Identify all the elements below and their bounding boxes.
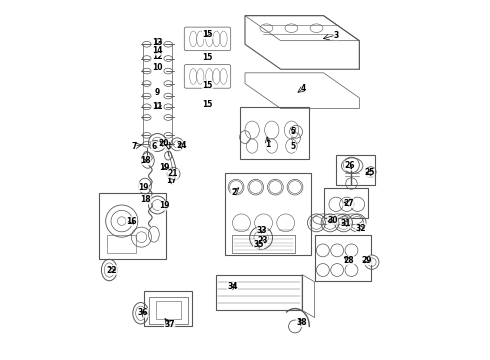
Bar [240,107,309,158]
Text: 21: 21 [168,170,178,179]
Text: 2: 2 [231,188,236,197]
Text: 19: 19 [138,183,148,192]
Text: 4: 4 [300,84,305,93]
Text: 9: 9 [155,88,160,97]
Text: 28: 28 [343,256,354,265]
Bar [336,155,375,185]
Text: 19: 19 [159,201,170,210]
Text: 16: 16 [126,217,137,226]
Text: 7: 7 [132,141,137,150]
Bar [107,235,136,253]
Bar [323,188,368,217]
Text: 35: 35 [253,240,264,249]
Text: 14: 14 [152,46,163,55]
Text: 5: 5 [291,127,296,136]
Text: 38: 38 [296,318,307,327]
Text: 5: 5 [291,142,296,151]
Bar [144,291,193,327]
Text: 15: 15 [202,53,213,62]
Text: 23: 23 [257,236,268,245]
Text: 32: 32 [356,224,367,233]
Text: 34: 34 [227,282,238,291]
Text: 24: 24 [176,141,187,150]
Text: 3: 3 [334,31,339,40]
Bar [315,235,371,281]
Text: 36: 36 [138,309,148,318]
Text: 29: 29 [361,256,372,265]
Text: 1: 1 [266,140,271,149]
Text: 11: 11 [152,102,163,111]
Text: 17: 17 [167,176,177,185]
Text: 20: 20 [158,139,169,148]
Bar [98,193,167,258]
Text: 12: 12 [152,52,163,61]
Bar [148,297,188,324]
Text: 30: 30 [327,216,338,225]
Text: 22: 22 [107,266,118,275]
Text: 27: 27 [343,199,354,208]
Text: 19: 19 [159,163,170,172]
Text: 15: 15 [202,100,213,109]
Text: 18: 18 [140,195,151,204]
Text: 8: 8 [166,141,171,150]
Text: 37: 37 [164,320,175,329]
Text: 15: 15 [202,81,213,90]
Text: 13: 13 [152,38,163,47]
Text: 33: 33 [257,225,268,234]
Text: 26: 26 [344,161,355,170]
Text: 6: 6 [151,141,156,150]
Text: 31: 31 [341,219,351,228]
Text: 10: 10 [152,63,163,72]
Text: 18: 18 [140,156,151,165]
Bar [156,301,181,319]
Text: 25: 25 [364,168,374,177]
Text: 15: 15 [202,30,213,39]
